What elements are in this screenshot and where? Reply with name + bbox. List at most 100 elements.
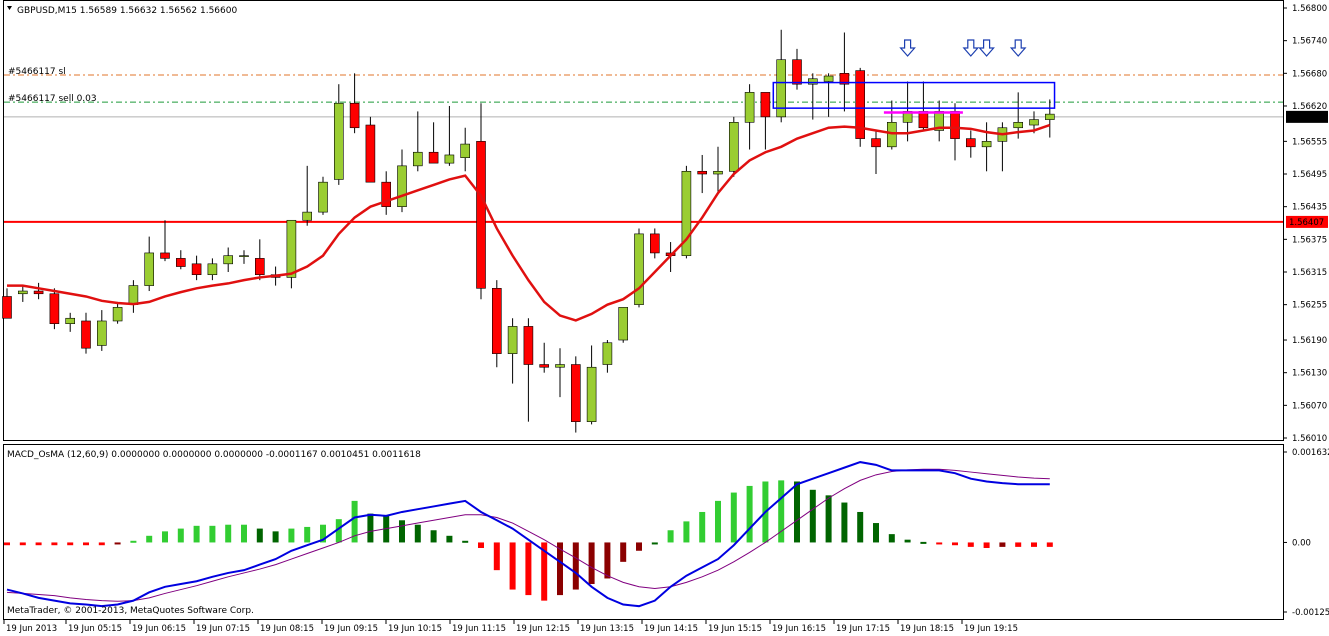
bear-candle-body <box>649 233 660 254</box>
time-tick-label: 19 Jun 19:15 <box>964 624 1018 634</box>
price-tick-label: 1.56375 <box>1292 235 1327 245</box>
bear-candle-body <box>381 181 392 207</box>
bull-candle-body <box>776 59 787 118</box>
time-tick-label: 19 Jun 06:15 <box>132 624 186 634</box>
candle <box>318 176 328 215</box>
candle <box>965 130 976 158</box>
osma-bar <box>873 523 879 543</box>
triangle-down-icon[interactable] <box>7 6 12 10</box>
osma-bar <box>983 542 990 548</box>
price-tick-label: 1.56010 <box>1292 434 1327 444</box>
candle <box>65 312 75 332</box>
bear-candle-body <box>871 138 881 148</box>
candle <box>555 348 565 398</box>
candle <box>744 84 755 150</box>
candle <box>444 105 455 166</box>
time-tick-label: 19 Jun 10:15 <box>388 624 442 634</box>
time-tick-label: 19 Jun 12:15 <box>516 624 570 634</box>
axes: 1.56800 1.56740 1.56680 1.56620 1.56555 1.564… <box>3 4 1329 634</box>
osma-bar <box>794 481 800 543</box>
osma-bar <box>936 542 943 545</box>
bull-candle-body <box>981 141 992 148</box>
candle <box>1045 99 1055 138</box>
price-tick-label: 1.56315 <box>1292 268 1327 278</box>
osma-bar <box>730 492 737 543</box>
candle <box>855 67 866 147</box>
down-arrow-icon <box>899 39 916 57</box>
candle <box>776 29 787 123</box>
bear-candle-body <box>365 124 376 183</box>
time-tick-label: 19 Jun 08:15 <box>260 624 314 634</box>
osma-bar <box>746 485 753 543</box>
osma-bar <box>4 542 10 546</box>
candle <box>728 116 739 177</box>
bear-candle-body <box>855 70 866 139</box>
bear-candle-body <box>49 293 60 324</box>
osma-bar <box>35 542 42 546</box>
osma-bar <box>683 521 690 543</box>
candle <box>697 154 708 194</box>
time-tick-label: 19 Jun 18:15 <box>900 624 954 634</box>
bear-candle-body <box>697 170 708 175</box>
bull-candle-body <box>286 219 297 278</box>
bull-candle-body <box>318 181 328 213</box>
bear-candle-body <box>160 252 170 259</box>
indicator-tick-label: -0.001255 <box>1292 608 1329 618</box>
price-tick-label: 1.56740 <box>1292 37 1327 47</box>
price-tick-label: 1.56435 <box>1292 203 1327 213</box>
time-tick-label: 19 Jun 05:15 <box>68 624 122 634</box>
price-tick-label: 1.56190 <box>1292 336 1327 346</box>
bull-candle-body <box>444 154 455 164</box>
bear-candle-body <box>523 326 534 365</box>
candle <box>649 228 660 259</box>
osma-bar <box>114 542 121 545</box>
bull-candle-body <box>744 92 755 123</box>
osma-bar <box>620 542 627 562</box>
osma-bar <box>920 541 927 544</box>
bull-candle-body <box>713 170 723 175</box>
osma-bar <box>162 531 168 543</box>
price-tick-label: 1.56620 <box>1292 102 1327 112</box>
osma-bar <box>177 528 184 543</box>
bull-candle-body <box>886 122 897 148</box>
bull-candle-body <box>634 233 644 305</box>
bull-candle-body <box>112 307 123 322</box>
bear-candle-body <box>255 258 265 276</box>
osma-bar <box>399 520 405 543</box>
candle <box>618 307 629 343</box>
osma-bar <box>1046 542 1053 547</box>
price-tick-label: 1.56680 <box>1292 69 1327 79</box>
bull-candle-body <box>333 102 344 180</box>
osma-bar <box>525 542 532 596</box>
osma-bar <box>51 542 58 546</box>
candle <box>286 219 297 289</box>
osma-bar <box>462 540 469 543</box>
bear-candle-body <box>428 151 439 164</box>
candle <box>713 146 723 194</box>
candle <box>412 111 423 172</box>
osma-bar <box>367 513 374 543</box>
candle <box>460 127 471 172</box>
candle <box>176 250 186 270</box>
bear-candle-body <box>191 263 202 276</box>
current-price-badge: 1.56600 <box>1289 113 1324 123</box>
signal-line <box>6 468 1050 602</box>
bull-candle-body <box>412 151 423 167</box>
osma-bar <box>778 480 785 543</box>
osma-bar <box>304 526 311 543</box>
indicator-plot-area <box>4 461 1053 608</box>
bear-candle-body <box>918 111 929 129</box>
candle <box>602 340 613 373</box>
osma-bar <box>999 542 1006 547</box>
indicator-pane[interactable] <box>3 444 1284 620</box>
time-tick-label: 19 Jun 13:15 <box>580 624 634 634</box>
candle <box>871 130 881 175</box>
osma-bar <box>541 542 548 601</box>
bull-candle-body <box>807 78 818 85</box>
candle <box>33 282 44 300</box>
candle <box>760 92 771 150</box>
osma-bar <box>383 515 390 543</box>
price-pane[interactable] <box>3 0 1284 441</box>
bear-candle-body <box>570 364 581 422</box>
